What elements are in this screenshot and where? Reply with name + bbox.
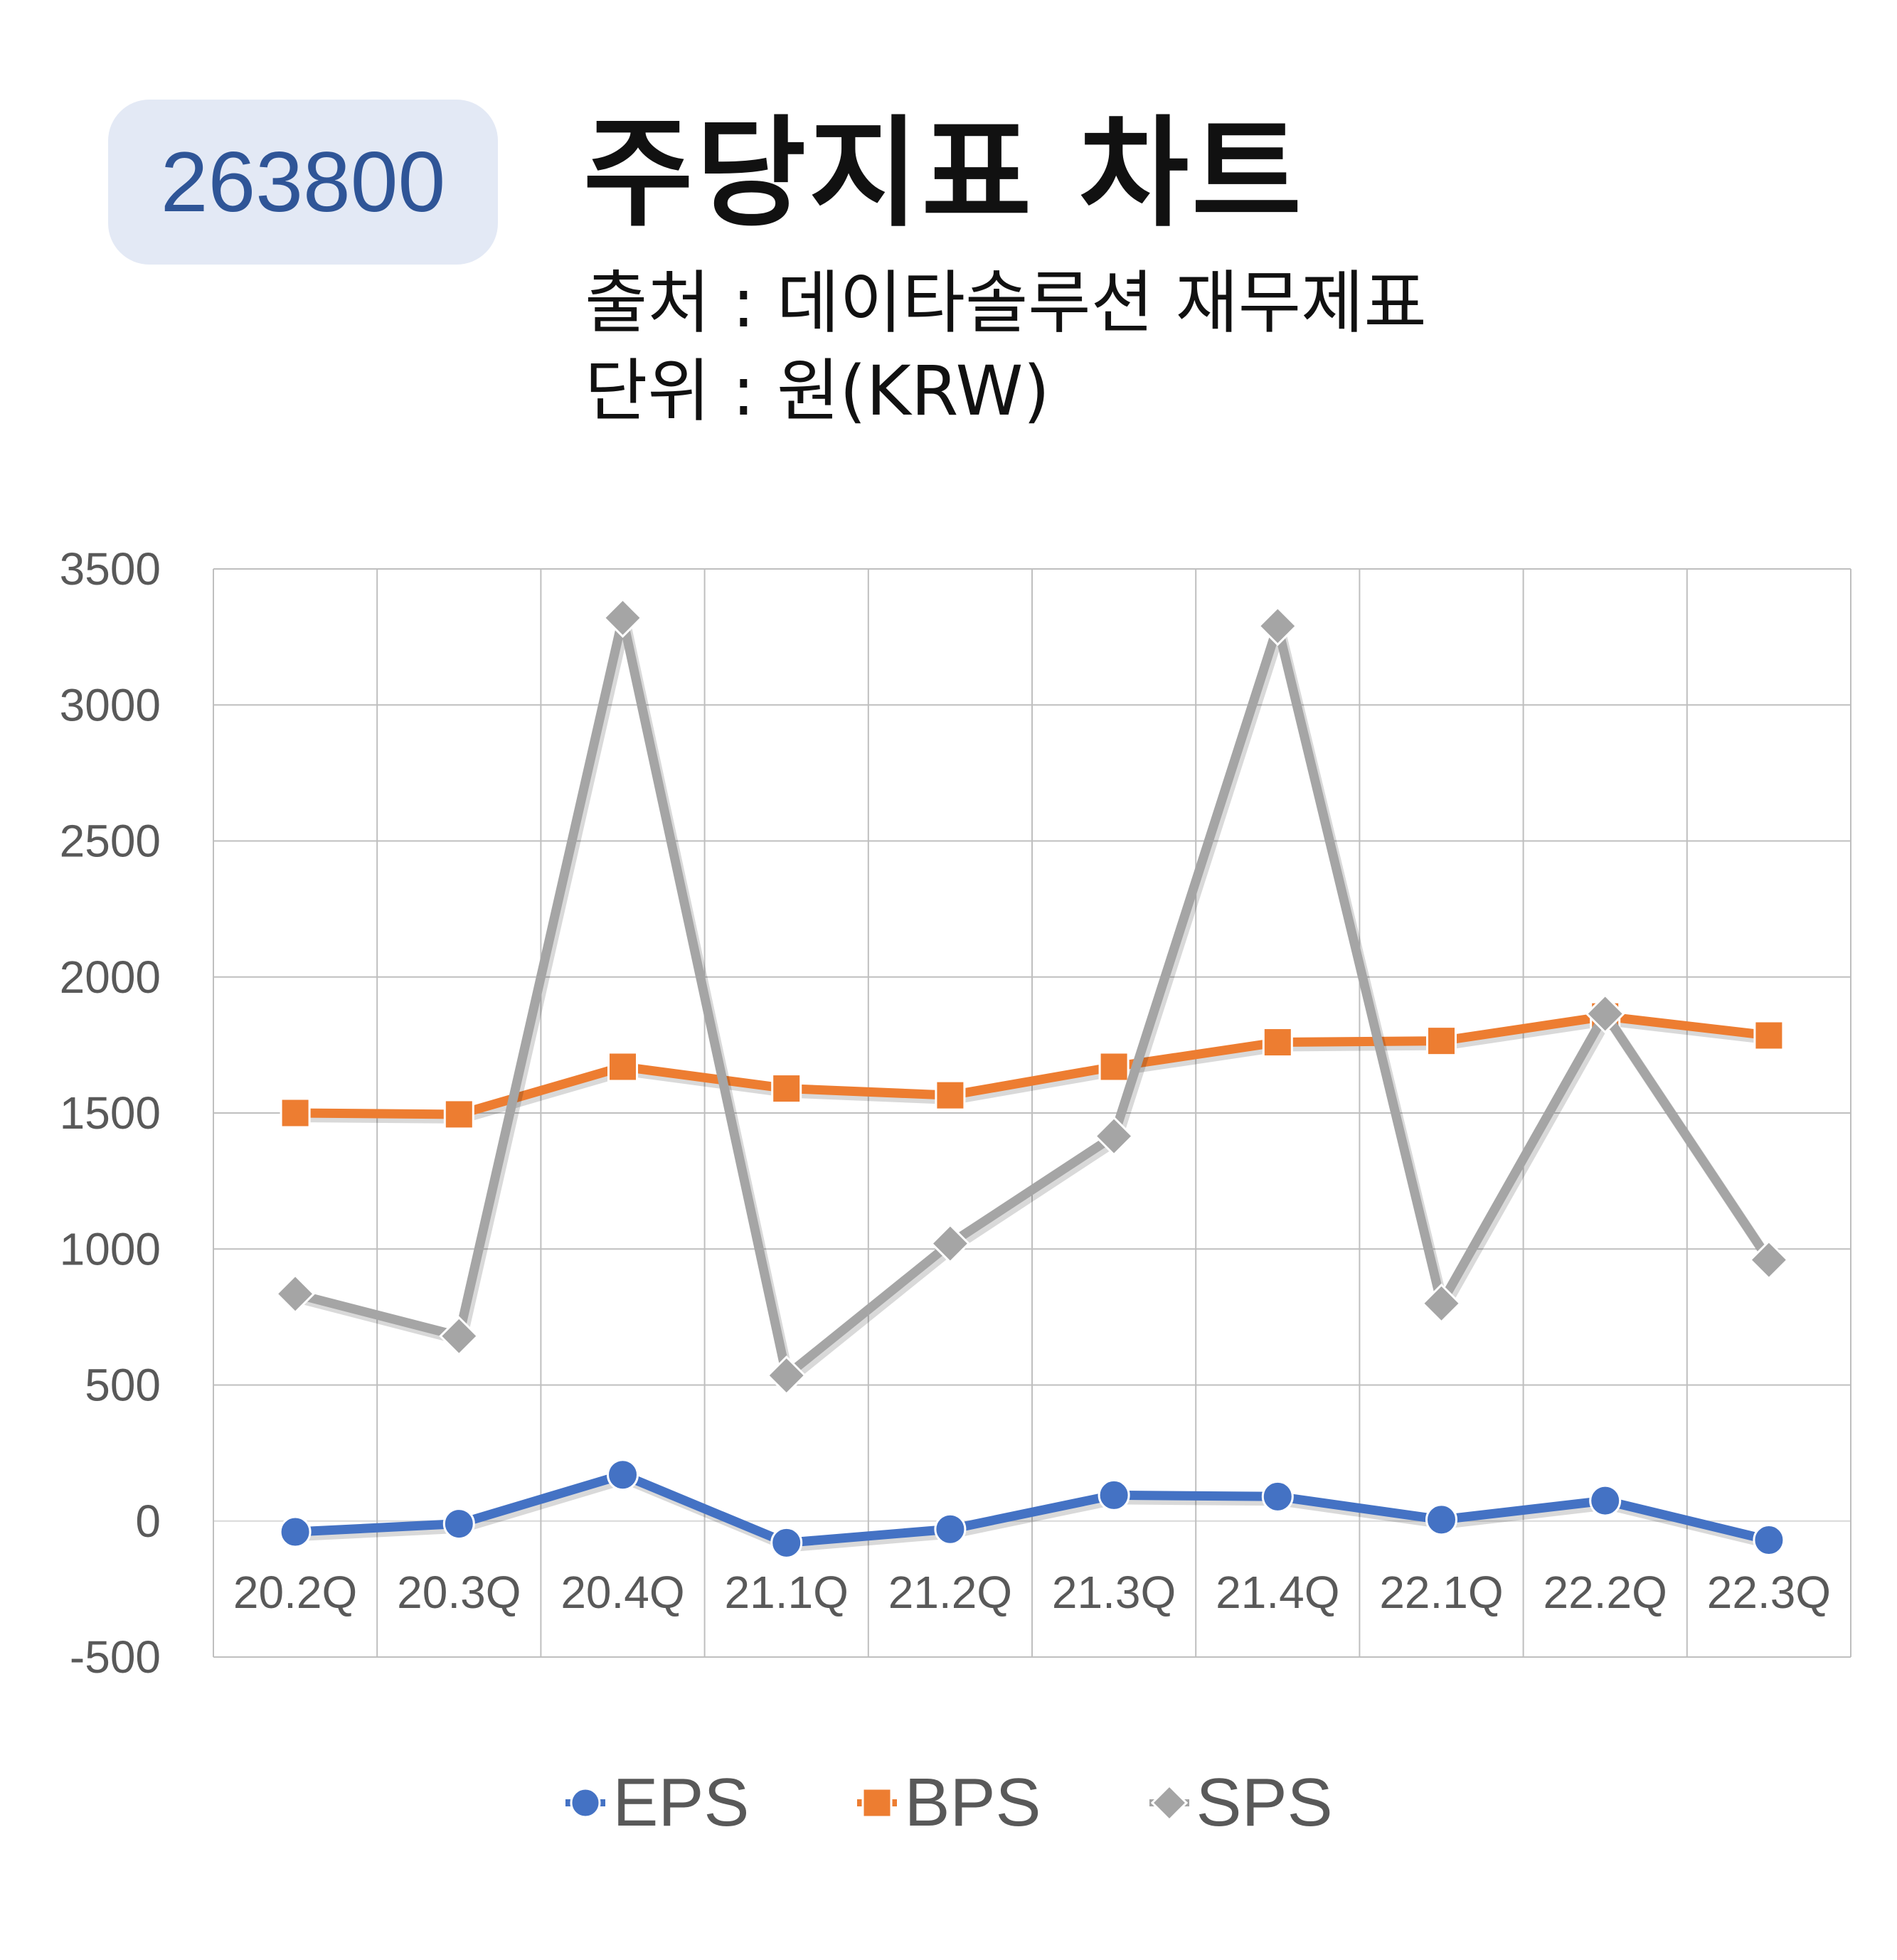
data-point-eps <box>1098 1479 1130 1511</box>
source-note: 출처 : 데이타솔루션 재무제표 <box>585 263 1427 343</box>
data-point-bps <box>443 1099 474 1130</box>
y-tick-label: 2500 <box>60 816 161 867</box>
x-tick-label: 22.2Q <box>1543 1567 1667 1618</box>
y-tick-label: 3500 <box>60 543 161 595</box>
x-tick-label: 21.2Q <box>888 1567 1012 1618</box>
data-point-sps <box>439 1316 479 1356</box>
data-point-sps <box>602 597 643 638</box>
legend-item-sps: SPS <box>1148 1764 1333 1842</box>
data-point-sps <box>1258 606 1298 646</box>
data-point-sps <box>930 1223 971 1264</box>
data-point-bps <box>1426 1026 1457 1057</box>
legend-marker-bps <box>857 1787 898 1818</box>
legend-marker-sps <box>1149 1784 1189 1822</box>
series-line-bps <box>290 1011 1774 1119</box>
y-tick-label: 0 <box>135 1496 161 1547</box>
data-point-eps <box>1425 1503 1457 1536</box>
data-point-bps <box>935 1080 966 1111</box>
legend-label-bps: BPS <box>904 1764 1041 1841</box>
x-tick-label: 21.1Q <box>725 1567 849 1618</box>
data-point-sps <box>1093 1116 1135 1156</box>
data-point-eps <box>1589 1484 1622 1517</box>
data-point-eps <box>1753 1524 1785 1557</box>
legend-item-bps: BPS <box>856 1764 1041 1842</box>
series-shadow-sps <box>297 617 1776 1385</box>
y-tick-label: 500 <box>85 1360 161 1411</box>
x-tick-label: 21.4Q <box>1216 1567 1339 1618</box>
x-tick-label: 20.3Q <box>397 1567 521 1618</box>
data-point-sps <box>1748 1240 1790 1280</box>
x-tick-label: 20.2Q <box>233 1567 357 1618</box>
legend-label-sps: SPS <box>1196 1764 1333 1841</box>
y-tick-label: 3000 <box>60 679 161 730</box>
series-shadow-bps <box>298 1016 1773 1124</box>
data-point-bps <box>607 1051 638 1082</box>
legend-label-eps: EPS <box>612 1764 750 1841</box>
data-point-sps <box>1585 994 1625 1034</box>
data-point-eps <box>770 1526 803 1559</box>
y-tick-label: -500 <box>70 1631 161 1683</box>
data-point-eps <box>442 1508 475 1540</box>
y-tick-label: 1500 <box>60 1087 161 1139</box>
legend-item-eps: EPS <box>564 1764 749 1842</box>
data-point-sps <box>275 1274 316 1314</box>
data-point-sps <box>766 1355 807 1396</box>
unit-note: 단위 : 원(KRW) <box>585 351 1050 431</box>
x-tick-label: 22.1Q <box>1379 1567 1503 1618</box>
data-point-bps <box>1098 1051 1130 1082</box>
data-point-bps <box>280 1097 311 1129</box>
x-tick-label: 21.3Q <box>1052 1567 1176 1618</box>
y-tick-label: 1000 <box>60 1223 161 1274</box>
line-chart: 3500 3000 2500 2000 1500 1000 500 0 -500 20.2Q 20.… <box>60 543 1851 1683</box>
data-point-eps <box>607 1459 639 1491</box>
data-point-sps <box>1421 1283 1462 1323</box>
legend-marker-eps <box>565 1787 606 1818</box>
stock-code-badge: 263800 <box>108 100 498 265</box>
data-point-eps <box>934 1513 967 1545</box>
stock-code: 263800 <box>160 134 446 230</box>
data-point-bps <box>1262 1027 1293 1058</box>
series-line-eps <box>290 1470 1774 1548</box>
data-point-bps <box>1753 1020 1785 1051</box>
x-tick-label: 20.4Q <box>560 1567 684 1618</box>
data-point-eps <box>1261 1480 1294 1513</box>
series-line-sps <box>290 613 1774 1380</box>
legend: EPS BPS SPS <box>0 1764 1897 1842</box>
x-tick-label: 22.3Q <box>1707 1567 1831 1618</box>
chart-title: 주당지표 차트 <box>583 104 1304 243</box>
data-point-eps <box>279 1516 312 1548</box>
data-point-bps <box>771 1073 802 1104</box>
y-tick-label: 2000 <box>60 952 161 1003</box>
